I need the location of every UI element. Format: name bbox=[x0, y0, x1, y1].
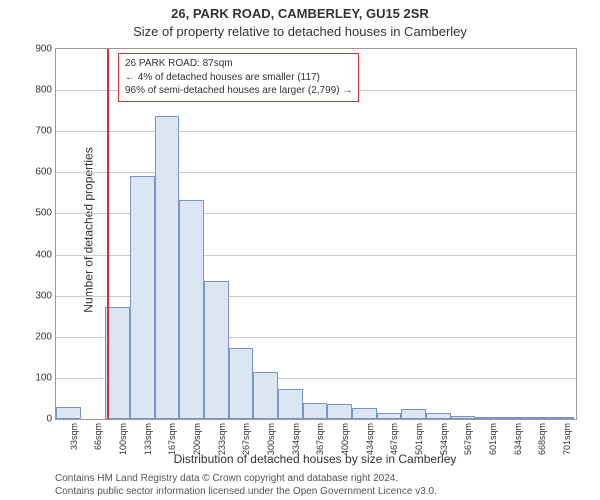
histogram-bar bbox=[525, 417, 550, 419]
x-tick-label: 334sqm bbox=[291, 423, 301, 455]
x-tick-label: 233sqm bbox=[217, 423, 227, 455]
histogram-bar bbox=[229, 348, 254, 419]
credit-line-2: Contains public sector information licen… bbox=[55, 485, 575, 498]
y-tick-label: 900 bbox=[35, 44, 52, 55]
x-tick-label: 33sqm bbox=[69, 423, 79, 450]
x-tick-label: 467sqm bbox=[389, 423, 399, 455]
x-tick-label: 267sqm bbox=[241, 423, 251, 455]
credit-line-1: Contains HM Land Registry data © Crown c… bbox=[55, 472, 575, 485]
histogram-bar bbox=[451, 416, 476, 419]
x-tick-label: 701sqm bbox=[562, 423, 572, 455]
y-tick-label: 800 bbox=[35, 85, 52, 96]
histogram-bar bbox=[179, 200, 204, 419]
annotation-box: 26 PARK ROAD: 87sqm← 4% of detached hous… bbox=[118, 53, 359, 102]
histogram-bar bbox=[352, 408, 377, 420]
gridline-h bbox=[56, 172, 576, 173]
histogram-bar bbox=[549, 417, 574, 419]
histogram-bar bbox=[278, 389, 303, 419]
y-tick-label: 500 bbox=[35, 208, 52, 219]
plot-area: 010020030040050060070080090033sqm66sqm10… bbox=[55, 48, 577, 420]
histogram-bar bbox=[204, 281, 229, 419]
x-tick-label: 567sqm bbox=[463, 423, 473, 455]
histogram-bar bbox=[130, 176, 155, 419]
title-address: 26, PARK ROAD, CAMBERLEY, GU15 2SR bbox=[0, 6, 600, 21]
gridline-h bbox=[56, 131, 576, 132]
y-tick-label: 300 bbox=[35, 290, 52, 301]
y-tick-label: 400 bbox=[35, 249, 52, 260]
x-tick-label: 100sqm bbox=[118, 423, 128, 455]
x-tick-label: 634sqm bbox=[513, 423, 523, 455]
y-tick-label: 600 bbox=[35, 167, 52, 178]
histogram-bar bbox=[327, 404, 352, 419]
annotation-line: 26 PARK ROAD: 87sqm bbox=[125, 57, 352, 71]
histogram-bar bbox=[155, 116, 180, 419]
histogram-bar bbox=[377, 413, 402, 419]
x-tick-label: 668sqm bbox=[537, 423, 547, 455]
histogram-bar bbox=[426, 413, 451, 419]
y-tick-label: 200 bbox=[35, 331, 52, 342]
histogram-bar bbox=[500, 417, 525, 419]
x-axis-label: Distribution of detached houses by size … bbox=[55, 452, 575, 466]
x-tick-label: 300sqm bbox=[266, 423, 276, 455]
histogram-bar bbox=[475, 417, 500, 419]
marker-line bbox=[107, 49, 109, 419]
y-tick-label: 0 bbox=[46, 414, 52, 425]
x-tick-label: 501sqm bbox=[414, 423, 424, 455]
annotation-line: 96% of semi-detached houses are larger (… bbox=[125, 84, 352, 98]
histogram-bar bbox=[303, 403, 328, 419]
x-tick-label: 601sqm bbox=[488, 423, 498, 455]
y-tick-label: 700 bbox=[35, 126, 52, 137]
title-subtitle: Size of property relative to detached ho… bbox=[0, 24, 600, 39]
x-tick-label: 534sqm bbox=[439, 423, 449, 455]
x-tick-label: 400sqm bbox=[340, 423, 350, 455]
y-tick-label: 100 bbox=[35, 372, 52, 383]
x-tick-label: 434sqm bbox=[365, 423, 375, 455]
x-tick-label: 66sqm bbox=[93, 423, 103, 450]
annotation-line: ← 4% of detached houses are smaller (117… bbox=[125, 71, 352, 85]
x-tick-label: 200sqm bbox=[192, 423, 202, 455]
credits: Contains HM Land Registry data © Crown c… bbox=[55, 472, 575, 498]
x-tick-label: 367sqm bbox=[315, 423, 325, 455]
histogram-bar bbox=[401, 409, 426, 419]
histogram-bar bbox=[56, 407, 81, 419]
histogram-bar bbox=[253, 372, 278, 419]
x-tick-label: 167sqm bbox=[167, 423, 177, 455]
chart-container: 26, PARK ROAD, CAMBERLEY, GU15 2SR Size … bbox=[0, 0, 600, 500]
x-tick-label: 133sqm bbox=[143, 423, 153, 455]
